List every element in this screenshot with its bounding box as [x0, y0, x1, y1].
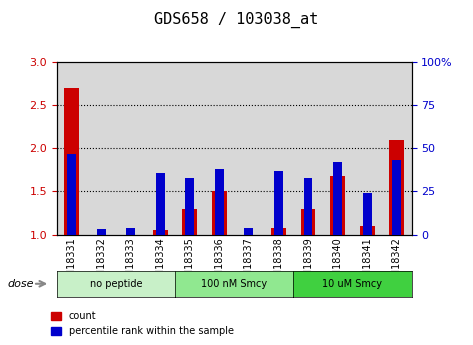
- Bar: [323, 62, 352, 235]
- Bar: [392, 160, 401, 235]
- Bar: [116, 62, 146, 235]
- Bar: [64, 88, 79, 235]
- Bar: [57, 62, 86, 235]
- Bar: [382, 62, 412, 235]
- Bar: [153, 230, 167, 235]
- Bar: [274, 171, 283, 235]
- Text: dose: dose: [7, 279, 34, 289]
- Bar: [264, 62, 293, 235]
- Bar: [126, 228, 135, 235]
- Bar: [212, 191, 227, 235]
- Bar: [215, 169, 224, 235]
- Bar: [389, 140, 404, 235]
- Legend: count, percentile rank within the sample: count, percentile rank within the sample: [47, 307, 238, 340]
- Bar: [183, 209, 197, 235]
- Bar: [146, 62, 175, 235]
- Bar: [156, 172, 165, 235]
- Text: 100 nM Smcy: 100 nM Smcy: [201, 279, 267, 289]
- Bar: [86, 62, 116, 235]
- Text: GDS658 / 103038_at: GDS658 / 103038_at: [154, 12, 319, 28]
- Bar: [301, 209, 315, 235]
- Bar: [96, 229, 105, 235]
- Bar: [175, 62, 204, 235]
- Bar: [333, 162, 342, 235]
- Bar: [304, 178, 313, 235]
- Bar: [330, 176, 345, 235]
- Bar: [205, 62, 234, 235]
- Bar: [363, 193, 372, 235]
- Bar: [352, 62, 382, 235]
- Bar: [67, 154, 76, 235]
- Bar: [360, 226, 375, 235]
- Text: no peptide: no peptide: [90, 279, 142, 289]
- Bar: [185, 178, 194, 235]
- Bar: [245, 228, 254, 235]
- Bar: [234, 62, 264, 235]
- Bar: [293, 62, 323, 235]
- Bar: [271, 228, 286, 235]
- Text: 10 uM Smcy: 10 uM Smcy: [323, 279, 382, 289]
